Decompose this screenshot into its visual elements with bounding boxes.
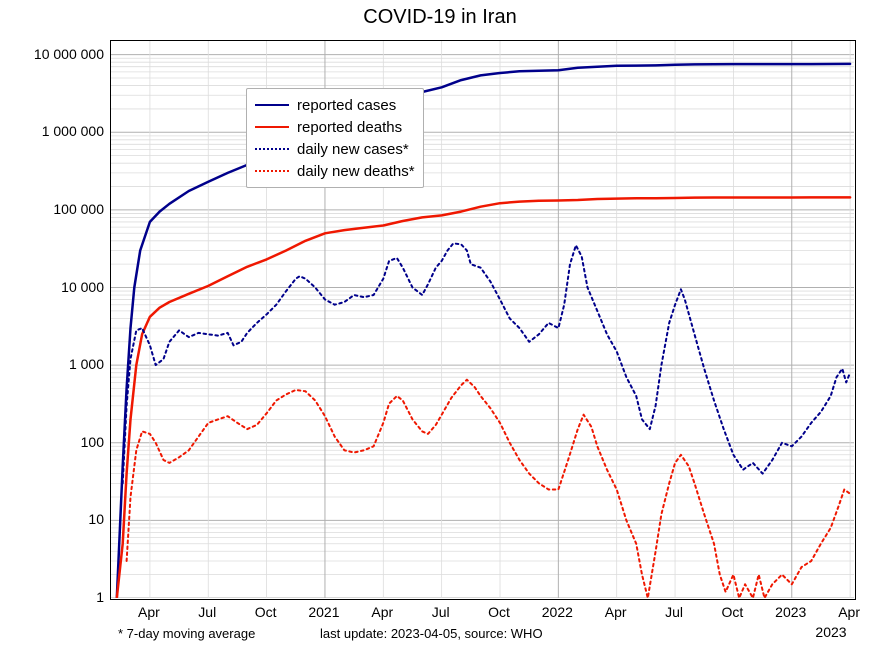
y-tick-label: 1 000	[4, 356, 104, 372]
plot-area: reported cases reported deaths daily new c…	[110, 40, 856, 600]
y-tick-label: 100 000	[4, 201, 104, 217]
legend-swatch	[255, 138, 289, 160]
legend: reported cases reported deaths daily new c…	[246, 88, 424, 188]
legend-label: daily new cases*	[297, 141, 409, 158]
footnote-moving-avg: * 7-day moving average	[118, 626, 255, 641]
legend-item: daily new cases*	[255, 138, 415, 160]
x-tick-label: Jul	[432, 604, 450, 620]
x-tick-label: Jul	[198, 604, 216, 620]
plot-svg	[111, 41, 854, 598]
legend-label: daily new deaths*	[297, 163, 415, 180]
legend-swatch	[255, 116, 289, 138]
legend-item: reported cases	[255, 94, 415, 116]
legend-item: reported deaths	[255, 116, 415, 138]
y-tick-label: 100	[4, 434, 104, 450]
x-tick-label: Oct	[255, 604, 277, 620]
x-tick-label: Apr	[838, 604, 860, 620]
x-tick-label: Apr	[371, 604, 393, 620]
legend-label: reported cases	[297, 97, 396, 114]
x-tick-label: Oct	[722, 604, 744, 620]
y-tick-label: 1	[4, 589, 104, 605]
legend-swatch	[255, 160, 289, 182]
y-tick-label: 10	[4, 511, 104, 527]
x-decade-label: 2023	[815, 624, 846, 640]
x-tick-label: Apr	[138, 604, 160, 620]
footnote-source: last update: 2023-04-05, source: WHO	[320, 626, 543, 641]
x-tick-label: Jul	[665, 604, 683, 620]
x-tick-label: Apr	[605, 604, 627, 620]
x-tick-major-label: 2021	[308, 604, 339, 620]
series-daily-new-deaths	[127, 380, 851, 598]
series-daily-new-cases	[123, 243, 850, 483]
y-tick-label: 1 000 000	[4, 123, 104, 139]
legend-item: daily new deaths*	[255, 160, 415, 182]
x-tick-label: Oct	[488, 604, 510, 620]
chart-title: COVID-19 in Iran	[0, 6, 880, 29]
x-tick-major-label: 2022	[542, 604, 573, 620]
y-tick-label: 10 000 000	[4, 46, 104, 62]
x-tick-major-label: 2023	[775, 604, 806, 620]
legend-label: reported deaths	[297, 119, 402, 136]
chart-container: COVID-19 in Iran reported casesreported …	[0, 0, 880, 660]
legend-swatch	[255, 94, 289, 116]
y-tick-label: 10 000	[4, 279, 104, 295]
